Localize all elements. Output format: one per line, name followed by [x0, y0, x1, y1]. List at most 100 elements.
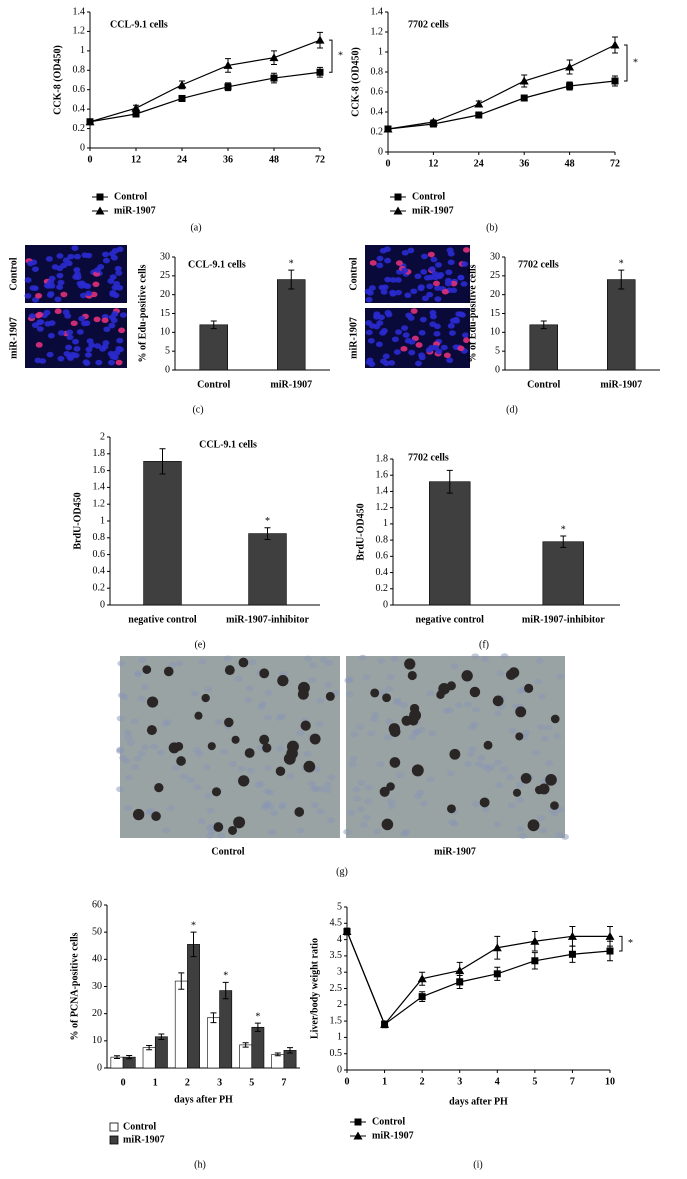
nucleus	[238, 657, 249, 668]
series-line	[387, 44, 616, 130]
cell	[364, 798, 373, 805]
nucleus	[365, 296, 373, 303]
nucleus	[421, 253, 429, 260]
x-tick-label: miR-1907	[270, 379, 312, 390]
nucleus	[238, 775, 250, 787]
nucleus	[56, 265, 64, 272]
nucleus	[427, 251, 435, 258]
cell	[303, 750, 312, 757]
cell	[319, 656, 328, 663]
x-tick-label: 24	[177, 154, 187, 165]
y-tick-label: 0	[165, 364, 170, 375]
marker	[383, 124, 393, 133]
nucleus	[393, 349, 401, 355]
cell	[140, 744, 149, 751]
bar	[207, 1017, 220, 1069]
nucleus	[460, 281, 468, 287]
cell	[537, 724, 546, 731]
cell	[413, 728, 422, 735]
marker	[315, 35, 325, 44]
cell	[507, 802, 516, 809]
nucleus	[395, 260, 403, 266]
cell	[163, 719, 172, 726]
y-tick-label: 0.6	[376, 551, 389, 562]
cell	[133, 755, 142, 762]
x-tick-label: 10	[605, 1076, 615, 1087]
cell	[464, 701, 473, 708]
legend-label: miR-1907	[412, 205, 454, 216]
cell	[413, 793, 422, 800]
y-tick-label: 2.5	[330, 983, 343, 994]
nucleus	[440, 344, 448, 351]
nucleus	[88, 342, 96, 348]
cell	[124, 774, 133, 781]
panel-caption: (d)	[506, 404, 518, 415]
y-tick-label: 1.2	[376, 502, 389, 513]
y-tick-label: 1	[80, 45, 85, 56]
cell	[496, 670, 505, 677]
y-tick-label: 0.4	[376, 567, 389, 578]
nucleus	[107, 359, 115, 366]
legend-label: Control	[372, 1116, 405, 1127]
cell	[390, 655, 399, 662]
cell	[400, 830, 409, 837]
nucleus	[43, 309, 51, 316]
error-bar	[560, 535, 567, 548]
x-tick-label: negative control	[416, 614, 485, 625]
cell	[186, 777, 195, 784]
marker	[567, 931, 577, 940]
cell	[448, 819, 457, 826]
nucleus	[410, 288, 418, 295]
nucleus	[461, 670, 473, 682]
nucleus	[405, 312, 413, 319]
cell	[205, 824, 214, 831]
marker	[566, 82, 574, 90]
nucleus	[407, 247, 415, 254]
chart-title: 7702 cells	[408, 19, 449, 30]
cell	[371, 712, 380, 719]
nucleus	[194, 711, 203, 720]
y-tick-label: 1.2	[371, 26, 384, 37]
marker	[456, 978, 464, 986]
cell	[383, 734, 392, 741]
nucleus	[107, 350, 115, 357]
nucleus	[515, 732, 524, 741]
nucleus	[508, 667, 520, 679]
cell	[454, 702, 463, 709]
nucleus	[382, 353, 390, 360]
nucleus	[520, 772, 532, 784]
nucleus	[550, 801, 559, 810]
error-bar	[158, 1033, 165, 1040]
cell	[311, 802, 320, 809]
cell	[217, 832, 226, 839]
legend-label: miR-1907	[114, 205, 156, 216]
nucleus	[233, 816, 246, 829]
nucleus	[151, 811, 161, 822]
marker	[353, 1131, 363, 1140]
cell	[499, 766, 508, 773]
marker	[224, 83, 232, 91]
nucleus	[81, 252, 89, 258]
cell	[450, 663, 459, 670]
cell	[385, 718, 394, 725]
nucleus	[428, 266, 436, 272]
y-axis-label: CCK-8 (OD450)	[350, 47, 361, 117]
cell	[278, 801, 287, 808]
nucleus	[244, 748, 255, 758]
nucleus	[382, 360, 390, 367]
chart-title: 7702 cells	[408, 452, 449, 463]
bar	[542, 541, 584, 606]
marker	[605, 931, 615, 940]
nucleus	[116, 346, 124, 353]
nucleus	[408, 339, 416, 345]
y-tick-label: 15	[160, 308, 170, 319]
nucleus	[382, 693, 391, 703]
significance-label: *	[191, 920, 196, 931]
series-line	[346, 931, 611, 1026]
y-tick-label: 0.4	[73, 103, 86, 114]
cell	[304, 655, 313, 662]
nucleus	[365, 329, 373, 336]
y-tick-label: 10	[92, 1035, 102, 1046]
nucleus	[450, 287, 458, 294]
nucleus	[45, 256, 53, 262]
